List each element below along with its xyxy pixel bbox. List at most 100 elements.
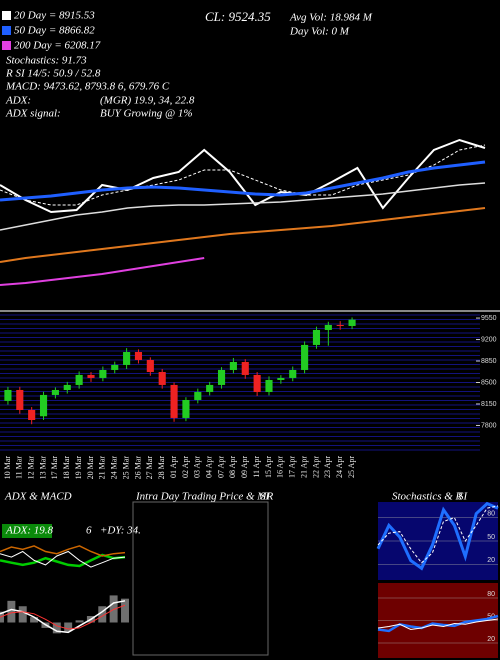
annotation: R SI 14/5: 50.9 / 52.8 [5, 68, 101, 80]
x-tick-label: 21 Apr [299, 456, 308, 478]
candle-body [277, 377, 285, 380]
histogram-bar [7, 600, 16, 623]
annotation: 20 Day = 8915.53 [14, 10, 95, 22]
candle-body [336, 324, 344, 326]
x-tick-label: 16 Apr [276, 456, 285, 478]
candle-body [170, 384, 178, 418]
y-tick-label: 8500 [481, 379, 497, 386]
series-line [0, 144, 486, 206]
y-tick-label: 8850 [481, 358, 497, 365]
candle-body [134, 352, 143, 360]
series-line [0, 257, 205, 286]
chart-subtitle: SI [260, 491, 271, 503]
x-tick-label: 07 Apr [216, 456, 225, 478]
chart-title: ADX & MACD [4, 491, 72, 503]
candle-body [324, 324, 332, 330]
x-tick-label: 03 Apr [193, 456, 202, 478]
y-tick-label: 20 [487, 557, 495, 564]
candle-body [241, 362, 249, 375]
annotation: +DY: 34. [100, 525, 141, 537]
histogram-bar [64, 622, 73, 632]
series-line [0, 160, 486, 202]
histogram-bar [30, 617, 39, 623]
x-tick-label: 28 Mar [157, 456, 166, 480]
series-line [0, 604, 126, 630]
candle-body [28, 409, 36, 420]
histogram-bar [98, 606, 107, 623]
series-line [377, 614, 499, 633]
legend-swatch [2, 41, 11, 50]
chart-title: CL: 9524.35 [205, 9, 271, 24]
x-tick-label: 17 Mar [50, 456, 59, 480]
x-tick-label: 02 Apr [181, 456, 190, 478]
candle-body [253, 374, 261, 393]
candle-body [229, 362, 237, 370]
candle-body [111, 364, 119, 370]
annotation: MACD: 9473.62, 8793.8 6, 679.76 C [5, 81, 170, 93]
candle-body [301, 344, 309, 370]
candle-body [217, 369, 226, 385]
annotation: BUY Growing @ 1% [100, 108, 193, 120]
annotation: ADX signal: [5, 108, 61, 120]
y-tick-label: 8150 [481, 401, 497, 408]
candle-body [75, 374, 83, 385]
series-line [376, 501, 499, 571]
x-tick-label: 27 Mar [145, 456, 154, 480]
x-tick-label: 09 Apr [240, 456, 249, 478]
chart-title: Stochastics & R [392, 491, 463, 503]
candle-body [348, 319, 356, 326]
y-tick-label: 50 [487, 534, 495, 541]
x-tick-label: 19 Mar [74, 456, 83, 480]
x-tick-label: 23 Apr [323, 456, 332, 478]
x-tick-label: 04 Apr [204, 456, 213, 478]
candle-body [87, 374, 95, 378]
candle-body [146, 359, 154, 373]
x-tick-label: 25 Apr [347, 456, 356, 478]
x-tick-label: 21 Mar [98, 456, 107, 480]
annotation: 50 Day = 8866.82 [14, 25, 95, 37]
candle-body [63, 384, 71, 390]
annotation: 200 Day = 6208.17 [14, 40, 101, 52]
panel-border [132, 501, 269, 656]
candle-body [39, 394, 48, 417]
candle-body [158, 372, 166, 385]
series-line [0, 550, 126, 568]
candle-body [4, 389, 12, 401]
annotation: Day Vol: 0 M [289, 26, 350, 38]
series-line [0, 553, 126, 568]
x-tick-label: 22 Apr [311, 456, 320, 478]
x-tick-label: 24 Mar [110, 456, 119, 480]
annotation: Stochastics: 91.73 [6, 55, 87, 67]
y-tick-label: 20 [487, 636, 495, 643]
series-line [377, 505, 499, 564]
x-tick-label: 01 Apr [169, 456, 178, 478]
x-tick-label: 11 Mar [15, 456, 24, 479]
x-tick-label: 24 Apr [335, 456, 344, 478]
y-tick-label: 80 [487, 510, 495, 517]
x-tick-label: 10 Mar [3, 456, 12, 480]
x-tick-label: 13 Mar [38, 456, 47, 480]
annotation-box [2, 524, 52, 538]
candle-body [99, 369, 107, 378]
y-tick-label: 9200 [481, 336, 497, 343]
series-line [0, 207, 486, 263]
candle-body [194, 392, 202, 400]
x-tick-label: 11 Apr [252, 456, 261, 478]
legend-swatch [2, 11, 11, 20]
annotation: (MGR) 19.9, 34, 22.8 [100, 95, 195, 107]
series-line [377, 618, 499, 631]
candle-body [123, 352, 131, 365]
annotation: ADX: [5, 95, 31, 107]
annotation: Avg Vol: 18.984 M [289, 12, 373, 24]
candle-body [16, 389, 24, 410]
candle-body [265, 379, 273, 393]
candle-body [182, 399, 190, 418]
candle-body [289, 369, 297, 378]
chart-title: Intra Day Trading Price & MR [135, 491, 273, 503]
series-line [0, 545, 126, 557]
x-tick-label: 12 Mar [26, 456, 35, 480]
candle-body [51, 389, 59, 395]
histogram-bar [75, 620, 84, 623]
x-tick-label: 20 Mar [86, 456, 95, 480]
x-tick-label: 26 Mar [133, 456, 142, 480]
